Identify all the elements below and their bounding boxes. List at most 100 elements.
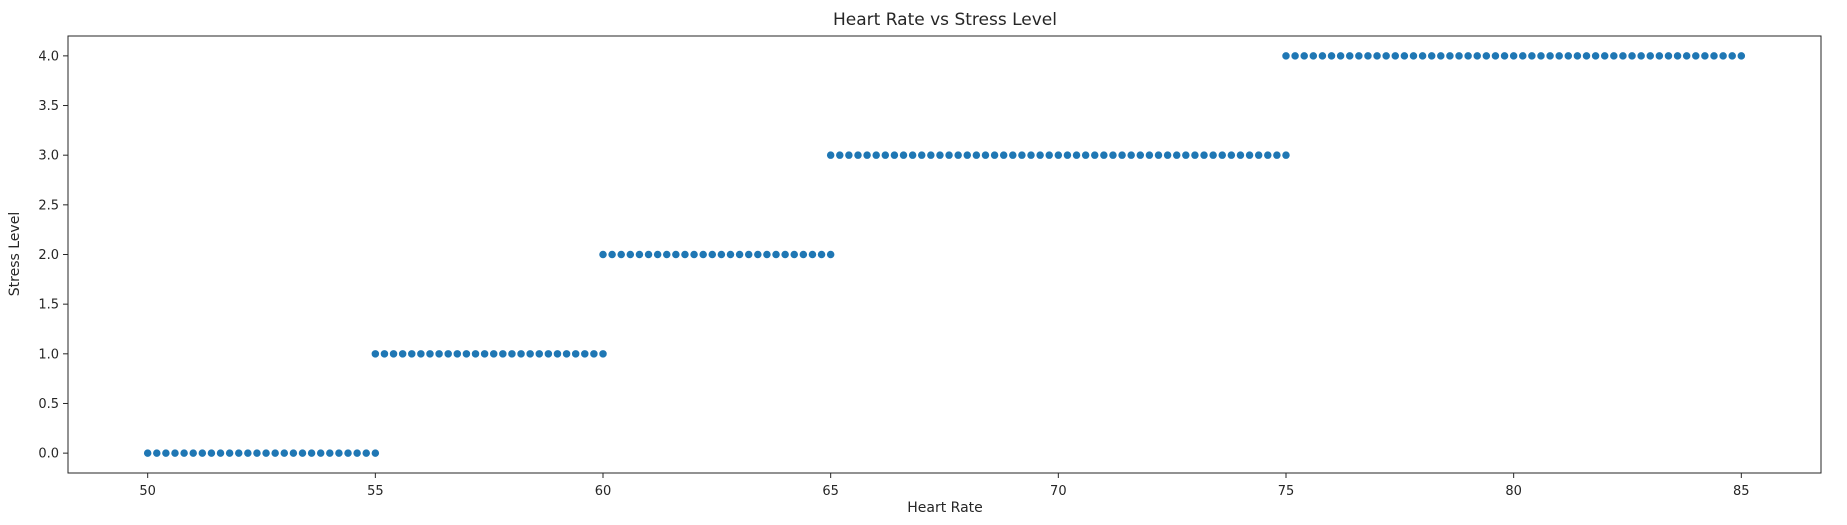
scatter-point: [926, 150, 936, 160]
scatter-point: [1609, 51, 1619, 61]
scatter-point: [789, 249, 799, 260]
scatter-point: [953, 150, 963, 160]
x-tick-label: 80: [1505, 484, 1522, 499]
scatter-point: [1736, 51, 1746, 61]
scatter-point: [1035, 150, 1045, 160]
scatter-point: [707, 249, 717, 260]
scatter-point: [1172, 150, 1182, 160]
chart-title: Heart Rate vs Stress Level: [833, 10, 1057, 30]
scatter-point: [1427, 51, 1437, 61]
scatter-point: [989, 150, 1000, 160]
scatter-point: [1217, 150, 1227, 160]
scatter-point: [370, 448, 380, 458]
scatter-point: [862, 150, 872, 160]
scatter-point: [1071, 150, 1082, 160]
y-tick-label: 2.0: [38, 248, 59, 263]
scatter-point: [161, 448, 171, 458]
scatter-point: [388, 349, 399, 359]
scatter-point: [971, 150, 982, 160]
scatter-point: [370, 349, 380, 359]
scatter-point: [261, 448, 271, 458]
scatter-point: [889, 150, 900, 160]
scatter-point: [1081, 150, 1091, 160]
scatter-point: [1099, 150, 1109, 160]
scatter-point: [1417, 51, 1428, 61]
scatter-point: [907, 150, 918, 160]
scatter-point: [452, 349, 462, 359]
scatter-point: [1663, 51, 1674, 61]
y-tick-label: 2.5: [38, 198, 59, 213]
scatter-point: [1718, 51, 1728, 61]
scatter-point: [753, 249, 763, 260]
scatter-point: [1272, 150, 1282, 160]
scatter-point: [625, 249, 635, 260]
scatter-point: [188, 448, 198, 458]
scatter-point: [443, 349, 453, 359]
x-tick-label: 55: [367, 484, 384, 499]
scatter-point: [680, 249, 690, 260]
scatter-point: [1381, 51, 1391, 61]
scatter-point: [243, 448, 253, 458]
scatter-point: [744, 249, 754, 260]
scatter-point: [1254, 150, 1264, 160]
scatter-point: [980, 150, 991, 160]
scatter-point: [416, 349, 426, 359]
scatter-point: [507, 349, 517, 359]
scatter-point: [1408, 51, 1419, 61]
scatter-point: [1590, 51, 1601, 61]
y-tick-label: 4.0: [38, 49, 59, 64]
scatter-point: [1290, 51, 1300, 61]
scatter-point: [634, 249, 645, 260]
scatter-point: [352, 448, 362, 458]
scatter-point: [270, 448, 280, 458]
scatter-point: [1700, 51, 1710, 61]
scatter-point: [1527, 51, 1537, 61]
scatter-point: [917, 150, 927, 160]
scatter-point: [525, 349, 535, 359]
scatter-point: [1226, 150, 1237, 160]
scatter-point: [1472, 51, 1482, 61]
y-axis-label: Stress Level: [7, 212, 23, 296]
scatter-point: [1126, 150, 1136, 160]
scatter-point: [479, 349, 490, 359]
scatter-point: [716, 249, 727, 260]
scatter-point: [853, 150, 863, 160]
scatter-point: [470, 349, 481, 359]
scatter-point: [780, 249, 790, 260]
scatter-point: [1354, 51, 1364, 61]
scatter-point: [1572, 51, 1583, 61]
scatter-point: [1281, 150, 1291, 160]
scatter-point: [598, 349, 608, 359]
scatter-point: [844, 150, 854, 160]
data-points: [143, 51, 1746, 458]
scatter-point: [279, 448, 289, 458]
plot-area-frame: [67, 35, 1822, 474]
scatter-point: [999, 150, 1009, 160]
scatter-point: [1490, 51, 1501, 61]
scatter-point: [762, 249, 772, 260]
scatter-point: [1326, 51, 1337, 61]
scatter-point: [725, 249, 736, 260]
scatter-point: [179, 448, 189, 458]
scatter-point: [152, 448, 162, 458]
scatter-point: [561, 349, 572, 359]
scatter-point: [598, 249, 608, 260]
scatter-point: [962, 150, 972, 160]
scatter-point: [662, 249, 672, 260]
scatter-point: [361, 448, 371, 458]
scatter-point: [1691, 51, 1701, 61]
scatter-point: [434, 349, 444, 359]
scatter-point: [325, 448, 335, 458]
y-tick-label: 0.0: [38, 447, 59, 462]
scatter-point: [1499, 51, 1510, 61]
scatter-point: [516, 349, 526, 359]
scatter-point: [1117, 150, 1127, 160]
scatter-point: [898, 150, 909, 160]
scatter-point: [835, 150, 845, 160]
scatter-point: [771, 249, 781, 260]
scatter-point: [1618, 51, 1628, 61]
y-axis-ticks: 0.0 0.5 1.0 1.5 2.0 2.5 3.0 3.5 4.0: [38, 49, 68, 462]
scatter-point: [306, 448, 317, 458]
